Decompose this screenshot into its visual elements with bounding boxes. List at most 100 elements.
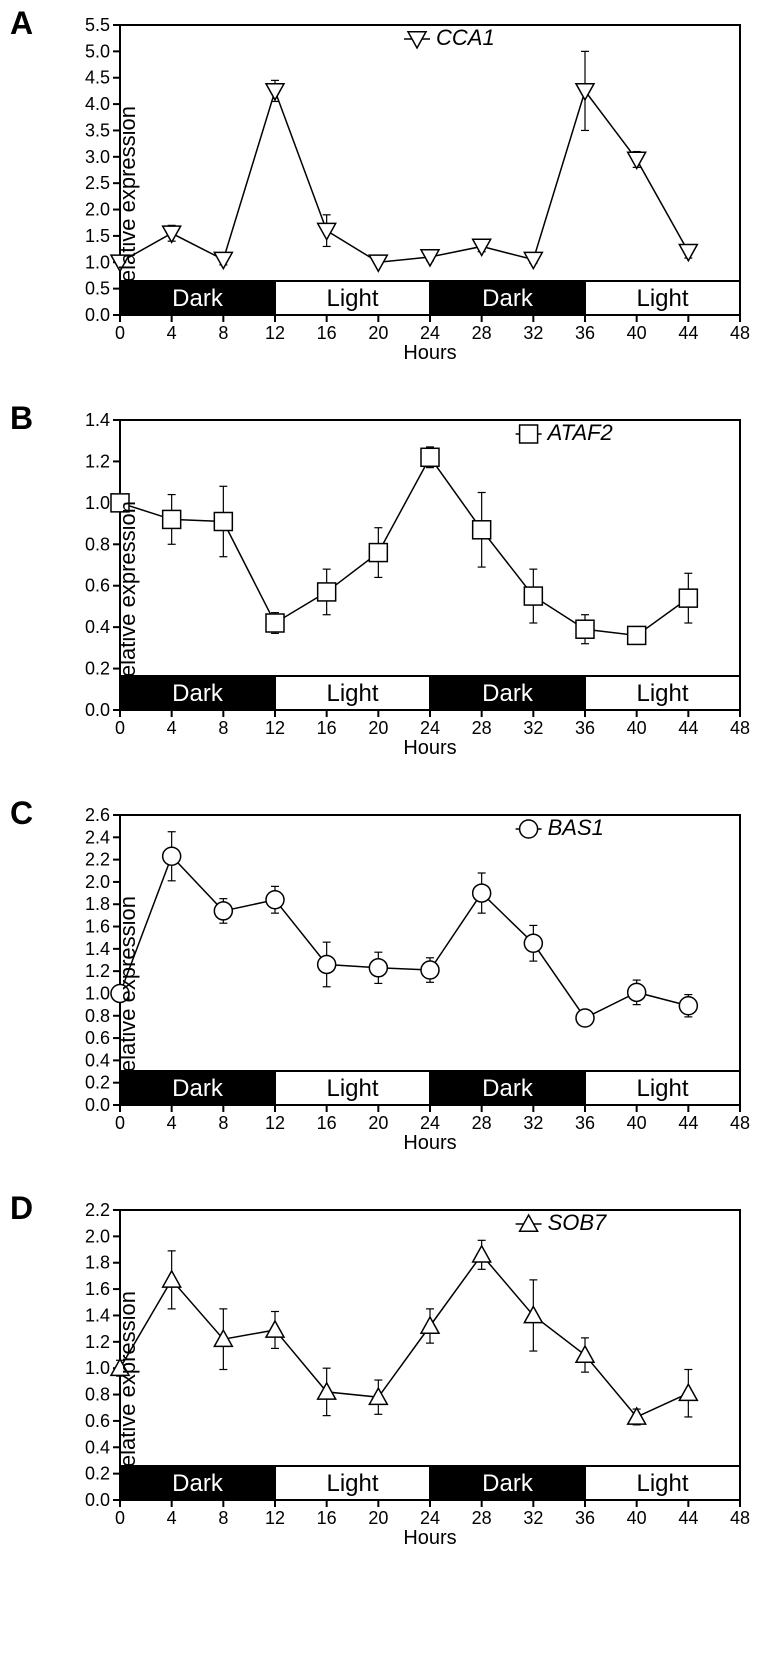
panel-B: BRelative expression0.00.20.40.60.81.01.… xyxy=(10,405,760,788)
svg-text:8: 8 xyxy=(218,323,228,343)
svg-text:1.0: 1.0 xyxy=(85,1358,110,1378)
svg-text:40: 40 xyxy=(627,1508,647,1528)
svg-text:1.0: 1.0 xyxy=(85,983,110,1003)
svg-text:32: 32 xyxy=(523,1508,543,1528)
chart-wrap: Relative expression0.00.20.40.60.81.01.2… xyxy=(50,800,760,1183)
svg-text:44: 44 xyxy=(678,1508,698,1528)
svg-text:2.0: 2.0 xyxy=(85,200,110,220)
panel-label: C xyxy=(10,795,33,832)
svg-text:40: 40 xyxy=(627,1113,647,1133)
svg-text:28: 28 xyxy=(472,1508,492,1528)
svg-text:44: 44 xyxy=(678,323,698,343)
svg-text:Light: Light xyxy=(326,285,378,312)
svg-text:5.0: 5.0 xyxy=(85,41,110,61)
svg-text:Hours: Hours xyxy=(403,1527,456,1549)
svg-text:1.2: 1.2 xyxy=(85,1332,110,1352)
svg-text:36: 36 xyxy=(575,323,595,343)
chart-wrap: Relative expression0.00.20.40.60.81.01.2… xyxy=(50,1195,760,1578)
svg-text:2.2: 2.2 xyxy=(85,850,110,870)
svg-text:0.5: 0.5 xyxy=(85,279,110,299)
svg-text:0: 0 xyxy=(115,718,125,738)
svg-text:1.8: 1.8 xyxy=(85,1253,110,1273)
svg-text:0.2: 0.2 xyxy=(85,1073,110,1093)
svg-text:36: 36 xyxy=(575,718,595,738)
svg-text:1.5: 1.5 xyxy=(85,226,110,246)
svg-text:0: 0 xyxy=(115,323,125,343)
panel-A: ARelative expression0.00.51.01.52.02.53.… xyxy=(10,10,760,393)
chart-svg: 0.00.20.40.60.81.01.21.41.61.82.02.2Dark… xyxy=(50,1195,750,1578)
svg-text:2.4: 2.4 xyxy=(85,827,110,847)
svg-text:20: 20 xyxy=(368,1113,388,1133)
svg-text:0.4: 0.4 xyxy=(85,1050,110,1070)
svg-text:Hours: Hours xyxy=(403,737,456,759)
svg-text:1.0: 1.0 xyxy=(85,252,110,272)
svg-text:Dark: Dark xyxy=(172,285,224,312)
svg-text:2.2: 2.2 xyxy=(85,1200,110,1220)
svg-text:40: 40 xyxy=(627,323,647,343)
chart-wrap: Relative expression0.00.20.40.60.81.01.2… xyxy=(50,405,760,788)
svg-text:28: 28 xyxy=(472,1113,492,1133)
chart-wrap: Relative expression0.00.51.01.52.02.53.0… xyxy=(50,10,760,393)
svg-text:4.5: 4.5 xyxy=(85,68,110,88)
svg-text:40: 40 xyxy=(627,718,647,738)
svg-text:0.2: 0.2 xyxy=(85,1464,110,1484)
svg-text:32: 32 xyxy=(523,323,543,343)
svg-text:28: 28 xyxy=(472,718,492,738)
svg-text:0.2: 0.2 xyxy=(85,659,110,679)
svg-text:0.0: 0.0 xyxy=(85,1095,110,1115)
svg-text:12: 12 xyxy=(265,718,285,738)
svg-text:0.6: 0.6 xyxy=(85,576,110,596)
svg-text:24: 24 xyxy=(420,323,440,343)
svg-text:CCA1: CCA1 xyxy=(436,25,495,50)
svg-text:1.0: 1.0 xyxy=(85,493,110,513)
svg-text:24: 24 xyxy=(420,718,440,738)
svg-text:1.6: 1.6 xyxy=(85,1279,110,1299)
svg-text:ATAF2: ATAF2 xyxy=(546,420,613,445)
svg-text:2.0: 2.0 xyxy=(85,872,110,892)
svg-text:48: 48 xyxy=(730,1508,750,1528)
svg-text:1.2: 1.2 xyxy=(85,451,110,471)
svg-text:2.0: 2.0 xyxy=(85,1226,110,1246)
svg-text:3.5: 3.5 xyxy=(85,120,110,140)
svg-text:0.8: 0.8 xyxy=(85,534,110,554)
svg-text:4: 4 xyxy=(167,323,177,343)
svg-text:8: 8 xyxy=(218,718,228,738)
svg-text:12: 12 xyxy=(265,323,285,343)
svg-text:Dark: Dark xyxy=(482,1075,534,1102)
svg-text:0.4: 0.4 xyxy=(85,1437,110,1457)
svg-text:Light: Light xyxy=(636,680,688,707)
svg-text:0.4: 0.4 xyxy=(85,617,110,637)
svg-text:8: 8 xyxy=(218,1113,228,1133)
svg-text:28: 28 xyxy=(472,323,492,343)
svg-text:48: 48 xyxy=(730,323,750,343)
svg-text:Light: Light xyxy=(636,285,688,312)
svg-text:4: 4 xyxy=(167,1113,177,1133)
svg-text:Light: Light xyxy=(636,1075,688,1102)
svg-text:4: 4 xyxy=(167,1508,177,1528)
svg-text:0.8: 0.8 xyxy=(85,1006,110,1026)
chart-svg: 0.00.20.40.60.81.01.21.41.61.82.02.22.42… xyxy=(50,800,750,1183)
svg-text:44: 44 xyxy=(678,1113,698,1133)
svg-text:12: 12 xyxy=(265,1508,285,1528)
chart-svg: 0.00.20.40.60.81.01.21.4DarkLightDarkLig… xyxy=(50,405,750,788)
svg-text:Light: Light xyxy=(636,1470,688,1497)
svg-text:36: 36 xyxy=(575,1508,595,1528)
svg-text:32: 32 xyxy=(523,1113,543,1133)
svg-text:44: 44 xyxy=(678,718,698,738)
svg-text:16: 16 xyxy=(317,718,337,738)
svg-text:Hours: Hours xyxy=(403,342,456,364)
svg-text:Dark: Dark xyxy=(482,285,534,312)
svg-text:1.6: 1.6 xyxy=(85,917,110,937)
panel-label: D xyxy=(10,1190,33,1227)
svg-text:20: 20 xyxy=(368,718,388,738)
svg-text:1.8: 1.8 xyxy=(85,894,110,914)
svg-text:3.0: 3.0 xyxy=(85,147,110,167)
chart-svg: 0.00.51.01.52.02.53.03.54.04.55.05.5Dark… xyxy=(50,10,750,393)
svg-text:0: 0 xyxy=(115,1508,125,1528)
svg-text:16: 16 xyxy=(317,1508,337,1528)
panel-label: B xyxy=(10,400,33,437)
svg-text:24: 24 xyxy=(420,1113,440,1133)
svg-text:12: 12 xyxy=(265,1113,285,1133)
svg-text:16: 16 xyxy=(317,1113,337,1133)
svg-text:Dark: Dark xyxy=(172,1075,224,1102)
